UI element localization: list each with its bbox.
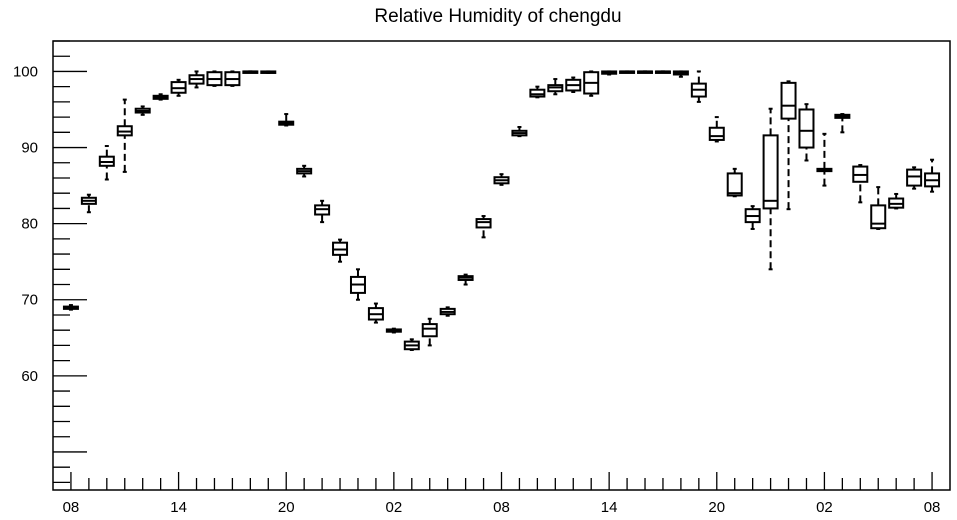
y-axis-labels: 60 70 80 90 100 [13,63,38,384]
iqr-box [780,81,797,120]
box-item [314,199,331,224]
box-item [906,166,923,190]
box-item [475,215,492,239]
y-tick-label: 60 [21,368,38,385]
x-tick-label: 08 [63,499,80,516]
x-tick-label: 14 [601,499,618,516]
box-item [457,273,474,286]
box-item [654,70,671,74]
y-tick-label: 80 [21,216,38,233]
box-item [924,158,941,193]
box-item [870,186,887,230]
box-item [385,327,402,334]
x-tick-label: 14 [170,499,187,516]
x-tick-label: 20 [278,499,295,516]
box-item [278,113,295,127]
iqr-box [421,323,438,338]
box-item [170,78,187,97]
iqr-box [726,172,743,197]
box-item [726,167,743,198]
box-item [62,304,79,311]
box-item [601,70,618,76]
box-item [242,70,259,74]
box-item [367,302,384,324]
plot-frame [52,40,951,491]
box-item [206,70,223,87]
box-item [547,78,564,96]
box-item [349,268,366,301]
box-item [403,338,420,351]
box-item [780,80,797,211]
iqr-box [708,126,725,141]
box-item [888,192,905,210]
x-tick-label: 02 [386,499,403,516]
box-item [798,103,815,162]
box-item [852,164,869,204]
box-item [816,132,833,187]
box-item [565,76,582,93]
x-tick-label: 08 [493,499,510,516]
box-item [421,317,438,347]
box-item [152,93,169,101]
box-item [744,205,761,230]
chart-title: Relative Humidity of chengdu [374,6,621,27]
box-item [690,70,707,103]
box-item [637,70,654,74]
box-item [493,173,510,186]
y-tick-label: 100 [13,63,38,80]
box-item [762,107,779,271]
iqr-box [870,204,887,230]
iqr-box [529,88,546,98]
box-item [80,193,97,214]
iqr-box [906,168,923,187]
iqr-box [798,108,815,149]
iqr-box [762,134,779,210]
iqr-box [475,218,492,229]
x-tick-label: 20 [708,499,725,516]
box-item [188,70,205,89]
box-item [529,85,546,99]
box-series [62,70,941,351]
box-item [511,125,528,138]
box-item [134,105,151,116]
x-tick-label: 02 [816,499,833,516]
box-item [116,98,133,173]
x-axis-labels: 08 14 20 02 08 14 20 02 08 [63,499,941,516]
box-item [296,164,313,178]
box-item [708,116,725,143]
box-item [98,145,115,181]
box-item [672,70,689,78]
box-item [619,70,636,74]
box-item [834,113,851,134]
box-item [439,306,456,317]
box-item [583,70,600,97]
box-item [260,70,277,74]
box-item [332,238,349,263]
y-tick-label: 90 [21,140,38,157]
box-item [224,70,241,87]
axis-ticks [53,40,933,490]
y-tick-label: 70 [21,292,38,309]
x-tick-label: 08 [924,499,941,516]
